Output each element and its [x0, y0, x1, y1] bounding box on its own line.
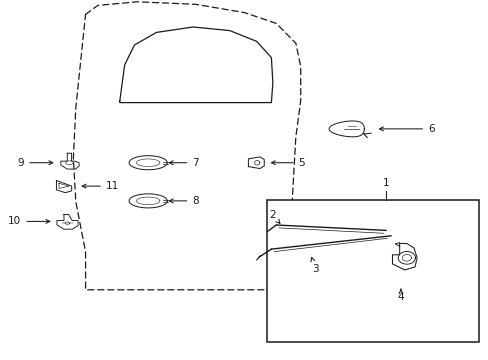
Text: 10: 10: [8, 216, 50, 226]
Text: 6: 6: [379, 124, 434, 134]
Text: 9: 9: [18, 158, 53, 168]
Bar: [266, 200, 478, 342]
Text: 5: 5: [271, 158, 305, 168]
Text: 7: 7: [169, 158, 199, 168]
Text: 1: 1: [382, 178, 388, 188]
Text: 3: 3: [310, 257, 318, 274]
Text: 8: 8: [169, 196, 199, 206]
Text: 4: 4: [397, 289, 404, 302]
Text: 2: 2: [269, 210, 279, 224]
Text: 11: 11: [82, 181, 119, 191]
